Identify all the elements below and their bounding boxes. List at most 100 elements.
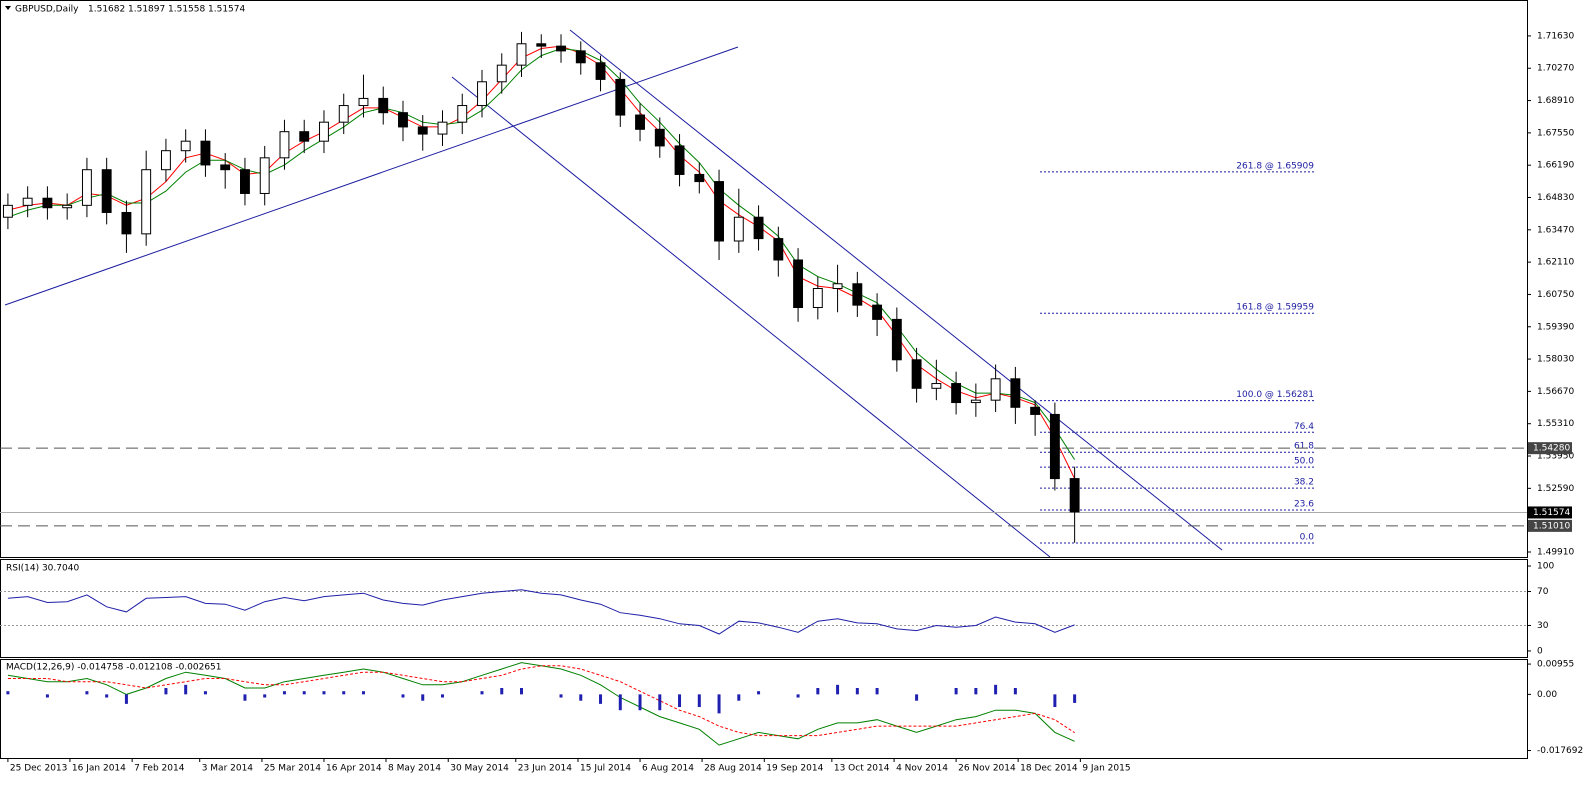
panel-title: RSI(14) 30.7040	[6, 564, 79, 574]
candle-body	[457, 105, 468, 123]
candle-body	[516, 43, 527, 66]
x-tick-label: 25 Dec 2013	[10, 764, 68, 774]
y-tick-label: 1.64830	[1537, 193, 1574, 203]
y-tick-label: 1.68910	[1537, 96, 1574, 106]
candle-body	[338, 105, 349, 123]
candle-body	[160, 150, 171, 171]
y-tick-label: -0.017692	[1537, 746, 1583, 756]
x-tick-label: 25 Mar 2014	[264, 764, 321, 774]
price-label: 1.51010	[1533, 521, 1570, 531]
candle-body	[2, 204, 13, 218]
y-tick-label: 1.62110	[1537, 258, 1574, 268]
candle-body	[753, 216, 764, 240]
fib-label: 23.6	[1294, 499, 1314, 509]
candle-body	[358, 97, 369, 107]
menu-arrow	[5, 6, 11, 10]
candle-body	[674, 145, 685, 175]
candle-body	[1030, 406, 1041, 415]
candle-body	[951, 383, 962, 404]
candle-body	[417, 126, 428, 135]
candle-body	[180, 140, 191, 152]
price-label: 1.51574	[1533, 508, 1570, 518]
candle-body	[437, 121, 448, 135]
candle-body	[575, 50, 586, 64]
candle-body	[378, 97, 389, 114]
channel-lower	[451, 76, 1051, 558]
candle-body	[556, 45, 566, 52]
indicator-line	[7, 662, 1075, 746]
x-tick-label: 16 Jan 2014	[72, 764, 126, 774]
fib-label: 261.8 @ 1.65909	[1236, 161, 1314, 171]
header-value: 1.51558	[168, 5, 205, 15]
price-label: 1.54280	[1533, 444, 1570, 454]
fib-label: 100.0 @ 1.56281	[1236, 390, 1314, 400]
candle-body	[773, 238, 784, 261]
x-tick-label: 6 Aug 2014	[642, 764, 694, 774]
y-tick-label: 1.49910	[1537, 548, 1574, 558]
candle-body	[891, 318, 902, 361]
y-tick-label: 0	[1537, 646, 1543, 656]
indicator-line	[7, 589, 1075, 635]
x-tick-label: 23 Jun 2014	[518, 764, 572, 774]
x-tick-label: 26 Nov 2014	[958, 764, 1016, 774]
candle-body	[279, 131, 290, 159]
candle-body	[931, 383, 942, 389]
candle-body	[615, 78, 626, 116]
candle-body	[1049, 413, 1060, 480]
candle-body	[496, 64, 507, 83]
candle-body	[832, 283, 843, 290]
x-tick-label: 8 May 2014	[388, 764, 441, 774]
candle-body	[101, 169, 112, 213]
header-value: 1.51897	[128, 5, 165, 15]
candle-body	[733, 216, 744, 242]
x-tick-label: 3 Mar 2014	[202, 764, 254, 774]
chart-title: GBPUSD,Daily	[15, 5, 79, 15]
candle-body	[42, 197, 53, 209]
candle-body	[812, 288, 823, 309]
candle-body	[990, 378, 1001, 401]
y-tick-label: 1.71630	[1537, 31, 1574, 41]
x-tick-label: 16 Apr 2014	[326, 764, 382, 774]
candle-body	[872, 304, 883, 320]
y-tick-label: 1.58030	[1537, 355, 1574, 365]
fib-label: 38.2	[1294, 478, 1314, 488]
x-tick-label: 30 May 2014	[450, 764, 509, 774]
candle-body	[793, 259, 804, 309]
candle-body	[319, 121, 329, 142]
candle-body	[852, 283, 863, 306]
header-value: 1.51574	[208, 5, 245, 15]
x-tick-label: 13 Oct 2014	[834, 764, 890, 774]
fib-label: 161.8 @ 1.59959	[1236, 303, 1314, 313]
candle-body	[654, 128, 665, 147]
candle-body	[121, 211, 132, 235]
x-tick-label: 9 Jan 2015	[1082, 764, 1130, 774]
y-tick-label: 1.55310	[1537, 419, 1574, 429]
candle-body	[240, 169, 250, 194]
price-label-box	[1528, 506, 1572, 519]
candle-body	[398, 112, 408, 128]
y-tick-label: 1.63470	[1537, 225, 1574, 235]
candle-body	[299, 131, 310, 142]
candle-body	[62, 204, 73, 209]
y-tick-label: 1.59390	[1537, 322, 1574, 332]
y-tick-label: 1.66190	[1537, 161, 1574, 171]
main-panel	[0, 0, 1528, 558]
candle-body	[595, 62, 606, 80]
candle-body	[911, 359, 922, 389]
x-tick-label: 7 Feb 2014	[134, 764, 185, 774]
rsi-panel	[0, 559, 1528, 658]
fib-label: 0.0	[1300, 532, 1315, 542]
y-tick-label: 0.00955	[1537, 660, 1574, 670]
candle-body	[1069, 478, 1080, 513]
fib-label: 50.0	[1294, 457, 1314, 467]
candle-body	[81, 169, 92, 206]
x-tick-label: 19 Sep 2014	[766, 764, 823, 774]
fib-label: 76.4	[1294, 422, 1314, 432]
y-tick-label: 70	[1537, 587, 1549, 597]
candle-body	[694, 173, 705, 183]
x-tick-label: 28 Aug 2014	[704, 764, 762, 774]
y-tick-label: 1.53950	[1537, 452, 1574, 462]
header-value: 1.51682	[88, 5, 125, 15]
